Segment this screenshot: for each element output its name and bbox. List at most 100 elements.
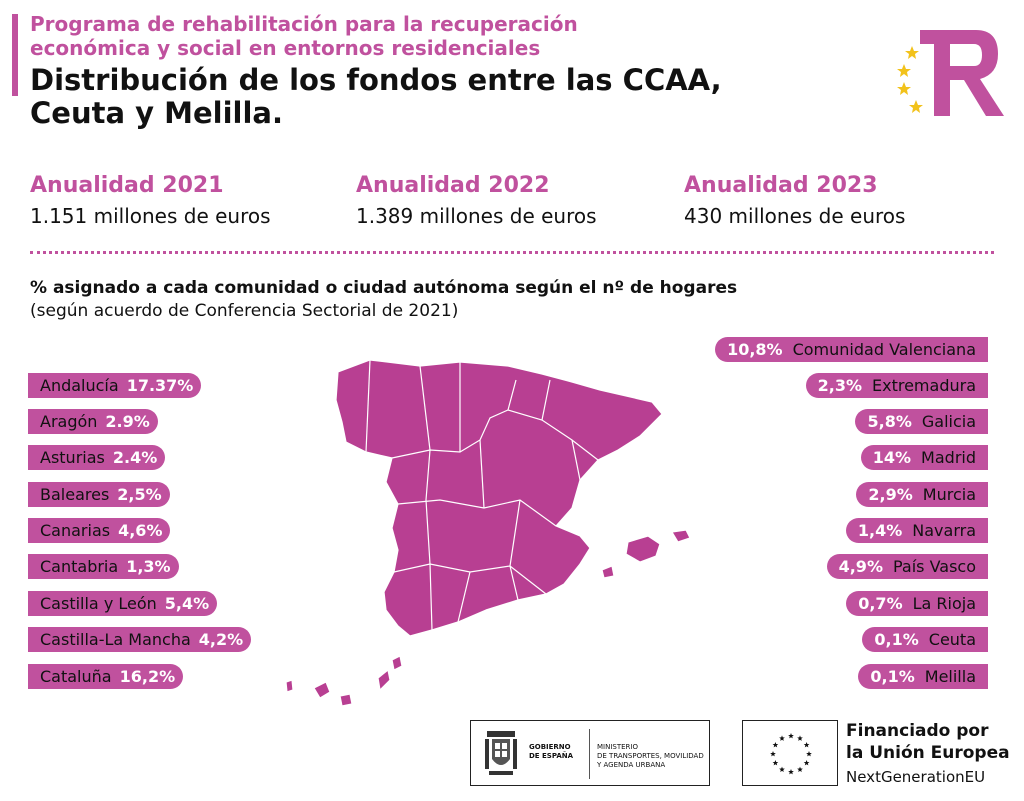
page-title: Distribución de los fondos entre las CCA… (30, 64, 730, 130)
eu-flag-icon (770, 733, 812, 775)
eu-star (788, 733, 794, 739)
annuality-year: Anualidad 2022 (356, 173, 550, 198)
region-pill-cantabria: Cantabria 1,3% (28, 554, 179, 579)
region-pct: 1,4% (857, 521, 903, 540)
la-palma (285, 679, 294, 693)
region-pct: 1,3% (126, 557, 171, 576)
eu-star (772, 760, 779, 766)
region-pill-baleares: Baleares 2,5% (28, 482, 170, 507)
region-name: Galicia (921, 412, 976, 431)
eu-star (803, 760, 810, 766)
region-name: Castilla-La Mancha (40, 630, 191, 649)
eu-star (770, 751, 776, 757)
lanzarote (391, 655, 403, 671)
fuerteventura (377, 669, 391, 691)
ministry-line-2: DE TRANSPORTES, MOVILIDAD (597, 752, 704, 760)
coat-of-arms-icon (485, 731, 517, 775)
region-pct: 14% (872, 448, 912, 467)
gov-name-line-1: GOBIERNO (529, 743, 571, 751)
ministry-line-1: MINISTERIO (597, 743, 638, 751)
region-name: La Rioja (912, 594, 976, 613)
section-heading: % asignado a cada comunidad o ciudad aut… (30, 278, 738, 298)
region-pct: 2,3% (817, 376, 862, 395)
region-pill-navarra: 1,4% Navarra (845, 518, 988, 543)
region-name: Extremadura (872, 376, 976, 395)
title-line-2: Ceuta y Melilla. (30, 96, 283, 130)
subtitle-line-1: Programa de rehabilitación para la recup… (30, 12, 578, 36)
region-pill-extremadura: 2,3% Extremadura (805, 373, 988, 398)
region-pct: 17.37% (126, 376, 194, 395)
eu-funding-line-1: Financiado por (846, 721, 989, 741)
section-subheading: (según acuerdo de Conferencia Sectorial … (30, 301, 459, 321)
annuality-year: Anualidad 2021 (30, 173, 224, 198)
annuality-amount: 430 millones de euros (684, 204, 906, 228)
government-logo: GOBIERNO DE ESPAÑA MINISTERIO DE TRANSPO… (470, 720, 710, 786)
region-pct: 0,1% (870, 667, 915, 686)
region-name: Navarra (912, 521, 976, 540)
region-pct: 10,8% (727, 340, 783, 359)
header-accent-bar (12, 14, 18, 96)
region-name: Baleares (40, 485, 110, 504)
region-pill-castilla-leon: Castilla y León 5,4% (28, 591, 218, 616)
region-name: Cataluña (40, 667, 112, 686)
region-pct: 16,2% (119, 667, 176, 686)
region-name: Andalucía (40, 376, 119, 395)
eu-star (797, 766, 803, 773)
annuality-2023: Anualidad 2023 430 millones de euros (684, 172, 905, 230)
spain-map (285, 359, 691, 707)
eu-star (779, 735, 785, 741)
menorca (671, 529, 691, 543)
eu-star (788, 769, 794, 775)
mallorca (625, 535, 661, 563)
annuality-amount: 1.151 millones de euros (30, 204, 271, 228)
region-pct: 2,5% (117, 485, 162, 504)
region-name: Murcia (922, 485, 976, 504)
region-pill-la-rioja: 0,7% La Rioja (846, 591, 988, 616)
title-line-1: Distribución de los fondos entre las CCA… (30, 63, 722, 97)
region-borders (365, 359, 599, 631)
region-name: Madrid (921, 448, 976, 467)
region-name: Ceuta (928, 630, 976, 649)
gov-divider (589, 729, 590, 779)
subtitle-line-2: económica y social en entornos residenci… (30, 36, 541, 60)
ministry-name: MINISTERIO DE TRANSPORTES, MOVILIDAD Y A… (597, 743, 704, 770)
region-pct: 2.9% (105, 412, 150, 431)
government-name: GOBIERNO DE ESPAÑA (529, 743, 573, 761)
program-subtitle: Programa de rehabilitación para la recup… (30, 12, 578, 60)
mainland-spain (335, 359, 663, 637)
eu-star (779, 766, 785, 773)
region-name: Melilla (924, 667, 976, 686)
region-name: País Vasco (892, 557, 976, 576)
annuality-2022: Anualidad 2022 1.389 millones de euros (356, 172, 597, 230)
region-name: Castilla y León (40, 594, 157, 613)
region-pct: 2.4% (112, 448, 158, 467)
ibiza (601, 565, 615, 579)
eu-funding-line-2: la Unión Europea (846, 743, 1010, 763)
region-pill-cataluna: Cataluña 16,2% (28, 664, 184, 689)
region-pct: 0,1% (874, 630, 919, 649)
region-pill-castilla-la-mancha: Castilla-La Mancha 4,2% (28, 627, 252, 652)
region-pct: 4,9% (838, 557, 883, 576)
region-pct: 4,6% (118, 521, 163, 540)
eu-star (806, 751, 812, 757)
tenerife (313, 681, 331, 699)
eu-star (797, 735, 803, 741)
ministry-line-3: Y AGENDA URBANA (597, 761, 666, 769)
eu-logo (742, 720, 838, 786)
region-pill-ceuta: 0,1% Ceuta (862, 627, 988, 652)
region-pill-comunidad-valenciana: 10,8% Comunidad Valenciana (715, 337, 988, 362)
region-name: Cantabria (40, 557, 119, 576)
region-name: Canarias (40, 521, 111, 540)
annuality-2021: Anualidad 2021 1.151 millones de euros (30, 172, 271, 230)
region-name: Comunidad Valenciana (792, 340, 976, 359)
gran-canaria (339, 693, 353, 707)
region-pill-andalucia: Andalucía 17.37% (28, 373, 202, 398)
region-pill-melilla: 0,1% Melilla (858, 664, 988, 689)
region-pct: 5,4% (164, 594, 210, 613)
annuality-amount: 1.389 millones de euros (356, 204, 597, 228)
region-pill-madrid: 14% Madrid (860, 445, 988, 470)
region-pct: 5,8% (867, 412, 912, 431)
region-pill-murcia: 2,9% Murcia (856, 482, 988, 507)
eu-star (803, 742, 810, 748)
region-pct: 0,7% (858, 594, 903, 613)
